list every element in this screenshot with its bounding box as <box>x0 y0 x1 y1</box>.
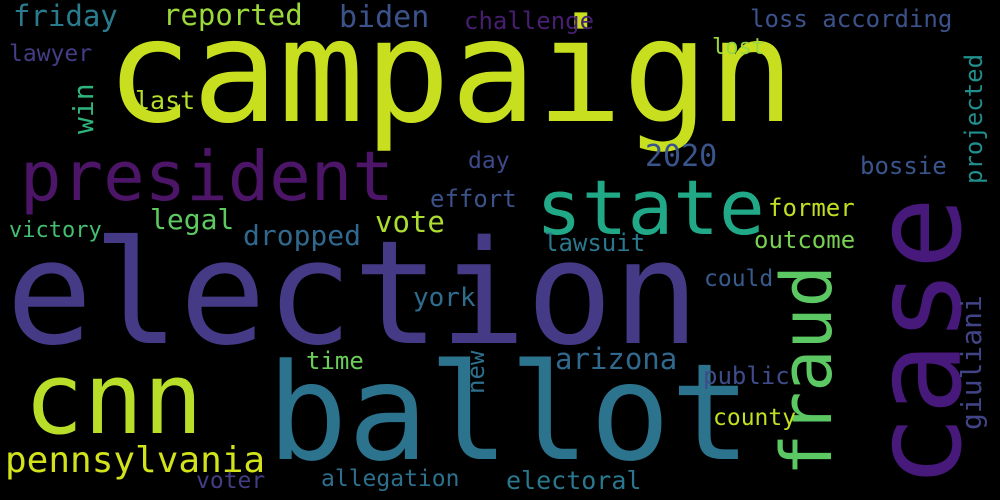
word-vote: vote <box>375 205 445 239</box>
word-allegation: allegation <box>321 466 460 492</box>
word-former: former <box>768 194 855 222</box>
word-victory: victory <box>9 218 102 243</box>
word-electoral: electoral <box>506 466 642 495</box>
word-campaign: campaign <box>106 0 795 155</box>
word-friday: friday <box>13 0 118 33</box>
word-outcome: outcome <box>754 226 856 254</box>
word-state: state <box>536 163 765 252</box>
word-cnn: cnn <box>24 342 203 457</box>
word-ballot: ballot <box>267 335 752 491</box>
word-pennsylvania: pennsylvania <box>5 440 266 481</box>
word-president: president <box>20 137 394 217</box>
word-lawyer: lawyer <box>9 41 93 67</box>
word-could: could <box>704 266 774 292</box>
word-public: public <box>703 362 790 390</box>
word-arizona: arizona <box>555 342 678 376</box>
word-new: new <box>462 350 490 394</box>
word-legal: legal <box>150 203 235 236</box>
word-bossie: bossie <box>860 152 947 180</box>
word-challenge: challenge <box>464 7 595 35</box>
word-last: last <box>135 86 196 115</box>
word-dropped: dropped <box>243 219 362 252</box>
word-reported: reported <box>163 0 303 32</box>
word-county: county <box>713 405 797 431</box>
word-time: time <box>306 347 364 375</box>
word-voter: voter <box>196 468 266 494</box>
word-win: win <box>67 83 100 134</box>
word-lost: lost <box>712 35 765 60</box>
word-biden: biden <box>339 0 430 35</box>
word-effort: effort <box>430 185 517 213</box>
word-giuliani: giuliani <box>955 295 988 430</box>
word-york: york <box>413 283 476 313</box>
word-loss-according: loss according <box>750 5 953 33</box>
word-2020: 2020 <box>645 139 718 174</box>
word-election: election <box>6 209 700 377</box>
word-day: day <box>468 148 510 174</box>
word-lawsuit: lawsuit <box>544 229 646 257</box>
word-projected: projected <box>960 53 988 184</box>
